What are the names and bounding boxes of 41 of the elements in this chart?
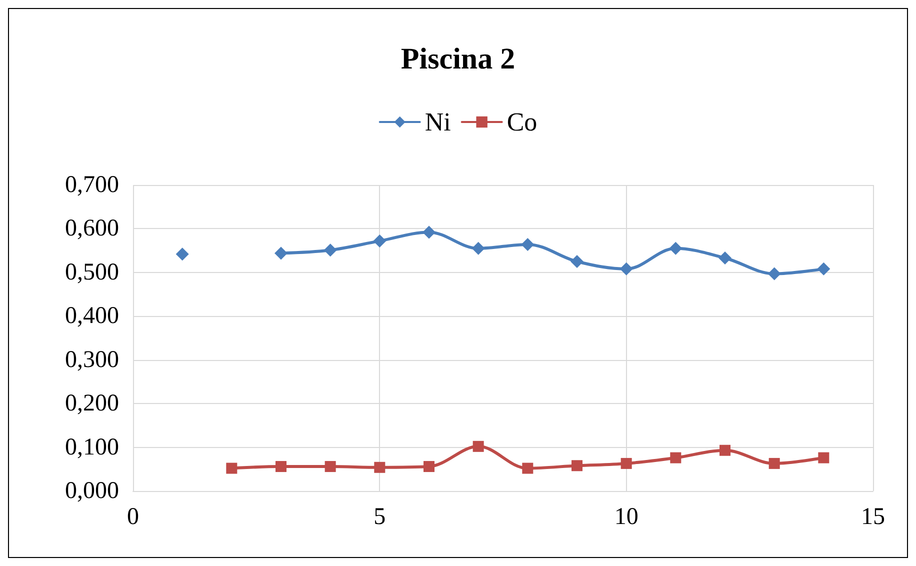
point bbox=[324, 244, 337, 257]
x-tick-label: 10 bbox=[614, 504, 638, 530]
point bbox=[522, 462, 534, 474]
y-tick-label: 0,500 bbox=[65, 259, 119, 286]
x-tick-label: 15 bbox=[861, 504, 885, 530]
point bbox=[374, 462, 386, 473]
y-tick-label: 0,700 bbox=[65, 172, 119, 198]
point bbox=[669, 242, 682, 255]
chart-title: Piscina 2 bbox=[400, 42, 516, 76]
point bbox=[422, 226, 436, 239]
point bbox=[718, 252, 732, 265]
point bbox=[620, 262, 633, 276]
y-tick-label: 0,100 bbox=[65, 434, 119, 460]
point bbox=[424, 461, 434, 472]
y-tick-label: 0,000 bbox=[65, 478, 119, 504]
y-tick-label: 0,600 bbox=[65, 216, 119, 242]
point bbox=[620, 458, 632, 469]
point bbox=[818, 452, 830, 464]
y-tick-label: 0,400 bbox=[65, 303, 119, 330]
point bbox=[670, 452, 682, 464]
point bbox=[472, 242, 485, 255]
y-tick-label: 0,300 bbox=[65, 346, 119, 373]
point bbox=[226, 462, 238, 474]
point bbox=[768, 267, 781, 280]
point bbox=[521, 238, 534, 251]
point bbox=[472, 440, 484, 452]
point bbox=[373, 234, 386, 248]
point bbox=[324, 461, 336, 472]
point bbox=[817, 262, 830, 276]
legend-label: Co bbox=[506, 108, 538, 136]
point bbox=[176, 248, 189, 261]
point bbox=[720, 444, 730, 456]
point bbox=[572, 460, 582, 472]
legend-label: Ni bbox=[424, 108, 451, 136]
x-tick-label: 0 bbox=[127, 504, 139, 530]
point bbox=[768, 458, 780, 469]
y-tick-label: 0,200 bbox=[65, 390, 119, 417]
x-tick-label: 5 bbox=[374, 504, 386, 530]
point bbox=[570, 255, 584, 268]
point bbox=[274, 246, 288, 260]
point bbox=[276, 461, 286, 472]
